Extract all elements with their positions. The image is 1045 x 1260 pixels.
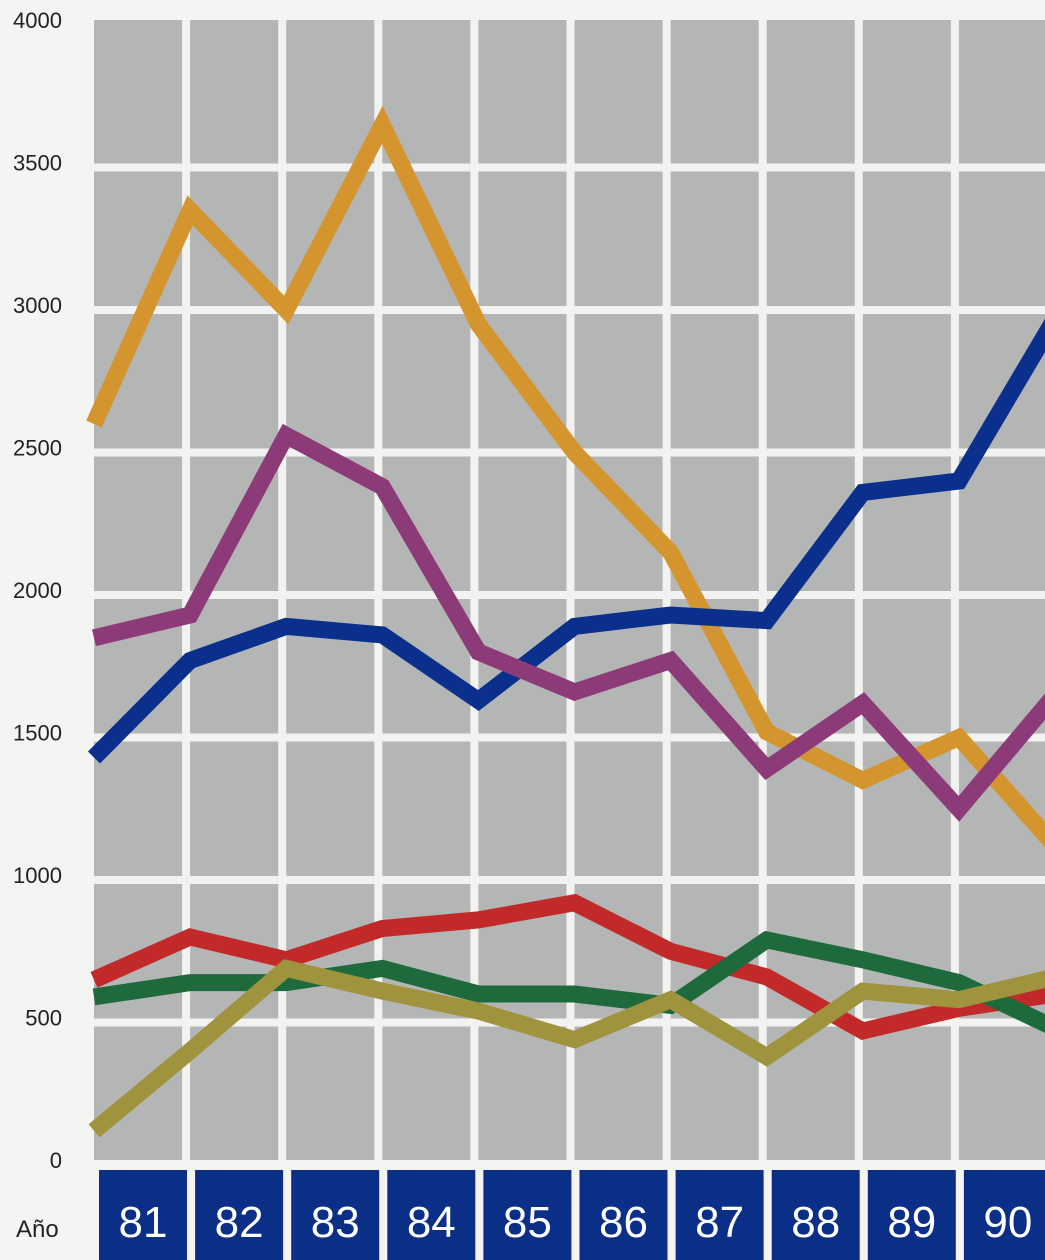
y-tick-label: 4000 <box>13 8 62 33</box>
y-tick-label: 500 <box>25 1006 62 1031</box>
year-box <box>579 1170 668 1260</box>
x-tick-label: 81 <box>119 1198 168 1247</box>
year-band: 81 82 83 84 85 86 87 88 89 90 <box>99 1170 1045 1260</box>
year-box <box>771 1170 860 1260</box>
year-box <box>675 1170 764 1260</box>
series-line-3 <box>92 423 1045 822</box>
series-lines <box>86 105 1045 1138</box>
y-axis-ticks: 0 500 1000 1500 2000 2500 3000 3500 4000 <box>13 8 62 1173</box>
series-line-1 <box>86 105 1045 848</box>
year-box <box>387 1170 476 1260</box>
series-line-6 <box>88 959 1045 1138</box>
series-line-5 <box>92 930 1045 1033</box>
year-box <box>99 1170 187 1260</box>
y-tick-label: 3500 <box>13 151 62 176</box>
x-tick-label: 84 <box>407 1198 456 1247</box>
x-tick-label: 82 <box>215 1198 264 1247</box>
x-tick-label: 90 <box>983 1198 1032 1247</box>
year-box <box>291 1170 380 1260</box>
y-tick-label: 2500 <box>13 436 62 461</box>
x-tick-label: 89 <box>887 1198 936 1247</box>
year-box <box>195 1170 284 1260</box>
x-tick-label: 86 <box>599 1198 648 1247</box>
year-box <box>963 1170 1045 1260</box>
x-tick-label: 83 <box>311 1198 360 1247</box>
series-line-2 <box>87 318 1045 764</box>
x-axis-label: Año <box>16 1216 59 1243</box>
series-line-4 <box>90 893 1045 1041</box>
year-box <box>867 1170 956 1260</box>
x-tick-label: 85 <box>503 1198 552 1247</box>
y-tick-label: 2000 <box>13 578 62 603</box>
y-tick-label: 1500 <box>13 721 62 746</box>
y-tick-label: 0 <box>50 1148 62 1173</box>
y-tick-label: 1000 <box>13 863 62 888</box>
x-tick-label: 88 <box>791 1198 840 1247</box>
x-tick-label: 87 <box>695 1198 744 1247</box>
year-box <box>483 1170 572 1260</box>
y-tick-label: 3000 <box>13 293 62 318</box>
